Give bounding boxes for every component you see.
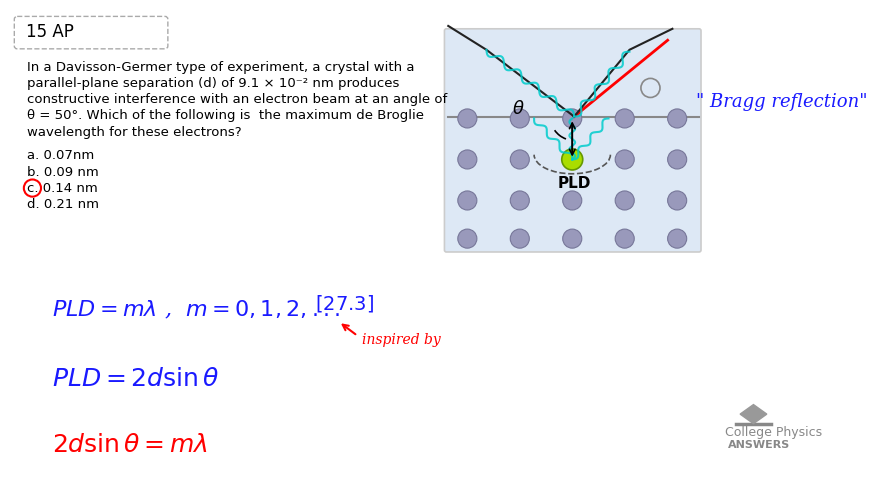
Circle shape bbox=[668, 191, 686, 210]
Circle shape bbox=[510, 109, 530, 128]
Circle shape bbox=[616, 150, 634, 169]
Circle shape bbox=[458, 229, 477, 248]
Circle shape bbox=[616, 109, 634, 128]
Circle shape bbox=[668, 229, 686, 248]
Text: constructive interference with an electron beam at an angle of: constructive interference with an electr… bbox=[27, 93, 447, 106]
Text: 15 AP: 15 AP bbox=[26, 23, 73, 41]
Text: b. 0.09 nm: b. 0.09 nm bbox=[27, 165, 99, 179]
Text: ANSWERS: ANSWERS bbox=[728, 441, 790, 451]
Circle shape bbox=[616, 191, 634, 210]
Text: c. 0.14 nm: c. 0.14 nm bbox=[27, 182, 98, 195]
Circle shape bbox=[510, 229, 530, 248]
Text: a. 0.07nm: a. 0.07nm bbox=[27, 149, 94, 162]
Text: In a Davisson-Germer type of experiment, a crystal with a: In a Davisson-Germer type of experiment,… bbox=[27, 61, 414, 74]
Text: PLD: PLD bbox=[558, 176, 591, 191]
Text: parallel-plane separation (d) of 9.1 × 10⁻² nm produces: parallel-plane separation (d) of 9.1 × 1… bbox=[27, 77, 399, 90]
Circle shape bbox=[563, 229, 582, 248]
Text: $[27.3]$: $[27.3]$ bbox=[314, 293, 374, 314]
Circle shape bbox=[563, 191, 582, 210]
FancyBboxPatch shape bbox=[444, 29, 701, 252]
Circle shape bbox=[510, 150, 530, 169]
Text: wavelength for these electrons?: wavelength for these electrons? bbox=[27, 126, 241, 139]
Text: $\theta$: $\theta$ bbox=[513, 100, 525, 118]
Circle shape bbox=[668, 109, 686, 128]
Text: θ = 50°. Which of the following is  the maximum de Broglie: θ = 50°. Which of the following is the m… bbox=[27, 110, 424, 122]
Text: $PLD =  2d\sin\theta$: $PLD = 2d\sin\theta$ bbox=[53, 369, 220, 391]
Circle shape bbox=[510, 191, 530, 210]
Circle shape bbox=[458, 150, 477, 169]
Circle shape bbox=[563, 109, 582, 128]
Text: inspired by: inspired by bbox=[362, 332, 441, 347]
Circle shape bbox=[458, 109, 477, 128]
Circle shape bbox=[616, 229, 634, 248]
Circle shape bbox=[562, 149, 582, 170]
Text: College Physics: College Physics bbox=[725, 426, 822, 439]
Circle shape bbox=[563, 150, 582, 169]
Text: d. 0.21 nm: d. 0.21 nm bbox=[27, 198, 99, 211]
Circle shape bbox=[458, 191, 477, 210]
FancyBboxPatch shape bbox=[14, 17, 168, 49]
Text: $PLD = m\lambda$ ,  $m = 0, 1, 2, ...$: $PLD = m\lambda$ , $m = 0, 1, 2, ...$ bbox=[53, 300, 341, 322]
Text: " Bragg reflection": " Bragg reflection" bbox=[696, 93, 867, 111]
Polygon shape bbox=[740, 404, 767, 424]
Text: $2d\sin\theta = m\lambda$: $2d\sin\theta = m\lambda$ bbox=[53, 434, 209, 457]
Circle shape bbox=[668, 150, 686, 169]
